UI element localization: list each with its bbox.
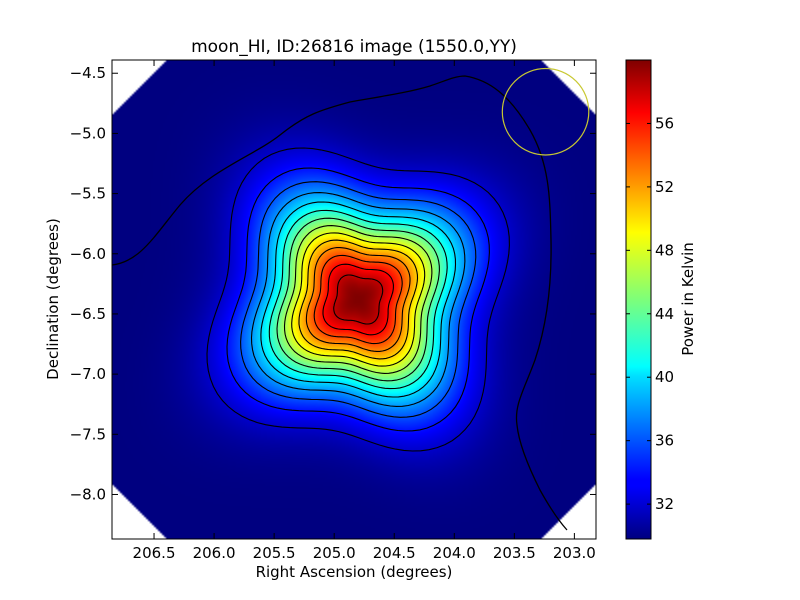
- contour-line: [291, 232, 426, 367]
- colorbar-fill: [626, 60, 651, 539]
- x-axis-label: Right Ascension (degrees): [256, 563, 453, 581]
- beam-circle: [501, 67, 590, 156]
- x-tick-label: 203.0: [553, 544, 596, 562]
- heatmap-image: [112, 60, 596, 539]
- plot-frame: [111, 59, 597, 540]
- colorbar-tick-label: 48: [655, 241, 674, 259]
- contour-line: [322, 263, 394, 336]
- y-axis-label: Declination (degrees): [44, 218, 62, 380]
- y-axis: −4.5 −5.0 −5.5 −6.0 −6.5 −7.0 −7.5 −8.0: [70, 64, 596, 503]
- y-tick-label: −7.5: [70, 425, 106, 443]
- x-axis: 206.5 206.0 205.5 205.0 204.5 204.0 203.5 203.0: [133, 60, 596, 562]
- contour-line: [260, 201, 457, 398]
- colorbar-tick-label: 44: [655, 305, 674, 323]
- x-tick-label: 204.5: [373, 544, 416, 562]
- contour-line: [226, 167, 490, 432]
- contour-line: [250, 192, 466, 407]
- x-tick-label: 203.5: [493, 544, 536, 562]
- y-tick-label: −6.5: [70, 305, 106, 323]
- x-tick-label: 206.0: [193, 544, 236, 562]
- plot-area: 206.5 206.0 205.5 205.0 204.5 204.0 203.5 203.0…: [70, 59, 597, 562]
- colorbar-tick-label: 32: [655, 495, 674, 513]
- outer-contour-line: [112, 75, 568, 531]
- contour-line: [333, 274, 384, 325]
- colorbar-tick-label: 40: [655, 368, 674, 386]
- colorbar-tick-label: 52: [655, 178, 674, 196]
- colorbar-frame: [625, 59, 652, 540]
- y-tick-label: −4.5: [70, 64, 106, 82]
- contour-lines: [206, 147, 510, 452]
- x-tick-label: 206.5: [133, 544, 176, 562]
- colorbar-label: Power in Kelvin: [679, 242, 697, 356]
- colorbar: 32 36 40 44 48 52 56 Power in Kelvin: [625, 59, 697, 540]
- contour-line: [283, 225, 433, 374]
- x-tick-label: 204.0: [433, 544, 476, 562]
- colorbar-tick-label: 36: [655, 432, 674, 450]
- contour-line: [305, 247, 411, 352]
- colorbar-ticks: 32 36 40 44 48 52 56: [626, 114, 674, 513]
- contour-line: [240, 181, 477, 418]
- y-tick-label: −5.0: [70, 124, 106, 142]
- contour-line: [276, 217, 440, 382]
- y-tick-label: −6.0: [70, 245, 106, 263]
- contour-line: [298, 239, 419, 360]
- y-tick-label: −5.5: [70, 185, 106, 203]
- x-tick-label: 205.5: [253, 544, 296, 562]
- chart-title: moon_HI, ID:26816 image (1550.0,YY): [191, 37, 517, 57]
- contour-line: [206, 147, 510, 452]
- y-tick-label: −7.0: [70, 365, 106, 383]
- y-tick-label: −8.0: [70, 485, 106, 503]
- contour-line: [268, 209, 448, 390]
- x-tick-label: 205.0: [313, 544, 356, 562]
- contour-line: [313, 254, 403, 345]
- colorbar-tick-label: 56: [655, 114, 674, 132]
